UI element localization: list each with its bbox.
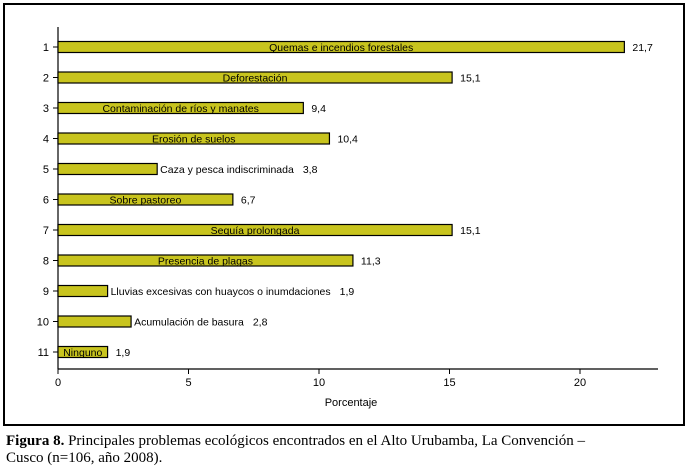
y-tick-label: 1 — [43, 42, 49, 54]
data-label: 15,1 — [460, 73, 481, 85]
bar-label: Sobre pastoreo — [110, 195, 182, 207]
bar-label: Caza y pesca indiscriminada — [160, 164, 294, 176]
bar-label: Contaminación de ríos y manates — [102, 103, 258, 115]
bars: Quemas e incendios forestales 21,7 Defores… — [57, 40, 653, 359]
y-tick-label: 4 — [43, 134, 49, 146]
caption-text: Principales problemas ecológicos encontr… — [6, 433, 586, 466]
y-ticks: 1 2 3 4 5 6 7 8 9 10 11 — [37, 42, 58, 359]
bar-label: Presencia de plagas — [158, 256, 253, 268]
bar-label: Acumulación de basura — [134, 317, 244, 329]
y-tick-label: 11 — [38, 347, 49, 359]
x-tick-label: 15 — [443, 377, 455, 389]
x-tick-label: 10 — [313, 377, 325, 389]
figure-caption: Figura 8. Principales problemas ecológic… — [6, 433, 626, 467]
data-label: 1,9 — [340, 286, 355, 298]
y-tick-label: 10 — [37, 317, 49, 329]
data-label: 21,7 — [632, 42, 653, 54]
caption-lead: Figura 8. — [6, 433, 65, 449]
chart-frame: 1 2 3 4 5 6 7 8 9 10 11 0 5 10 15 20 Quemas e incendio… — [3, 3, 685, 426]
bar — [57, 101, 304, 115]
y-tick-label: 6 — [43, 195, 49, 207]
bar-label: Ninguno — [63, 347, 102, 359]
bar — [57, 71, 453, 84]
bar-label: Erosión de suelos — [152, 134, 235, 146]
bar-label: Lluvias excesivas con huaycos o inumdaci… — [111, 286, 331, 298]
bar — [57, 254, 354, 267]
y-tick-label: 5 — [43, 164, 49, 176]
bar — [57, 223, 453, 237]
bar — [57, 345, 109, 359]
bar-label: Quemas e incendios forestales — [269, 42, 413, 54]
bar-label: Deforestación — [223, 73, 288, 85]
data-label: 11,3 — [361, 256, 381, 268]
bar — [57, 193, 234, 206]
bar — [57, 162, 158, 176]
bar — [57, 40, 625, 54]
data-label: 10,4 — [337, 134, 358, 146]
x-ticks: 0 5 10 15 20 — [55, 369, 586, 389]
data-label: 9,4 — [311, 103, 326, 115]
x-tick-label: 0 — [55, 377, 61, 389]
data-label: 1,9 — [116, 347, 131, 359]
y-tick-label: 3 — [43, 103, 49, 115]
bar-chart: 1 2 3 4 5 6 7 8 9 10 11 0 5 10 15 20 Quemas e incendio… — [37, 27, 658, 409]
x-axis-label: Porcentaje — [325, 397, 378, 409]
x-tick-label: 5 — [185, 377, 191, 389]
data-label: 15,1 — [460, 225, 481, 237]
data-label: 6,7 — [241, 195, 256, 207]
y-tick-label: 8 — [43, 256, 49, 268]
y-tick-label: 7 — [43, 225, 49, 237]
data-label: 3,8 — [303, 164, 318, 176]
x-tick-label: 20 — [574, 377, 586, 389]
bar — [57, 132, 331, 145]
data-label: 2,8 — [253, 317, 268, 329]
bar — [57, 315, 132, 328]
bar — [57, 284, 109, 298]
y-tick-label: 9 — [43, 286, 49, 298]
bar-label: Sequía prolongada — [211, 225, 300, 237]
y-tick-label: 2 — [43, 73, 49, 85]
